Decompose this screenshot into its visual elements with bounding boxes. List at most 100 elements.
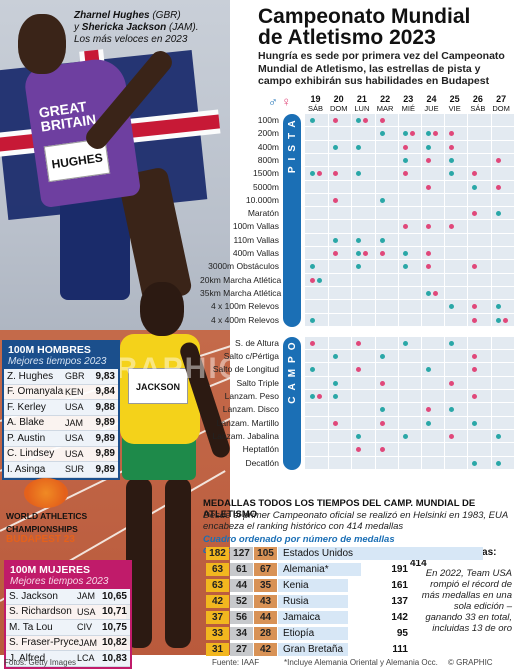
event-label: 100m Vallas xyxy=(232,221,279,232)
caption-country-1: (GBR) xyxy=(149,10,181,21)
men-event-dot xyxy=(333,380,339,386)
athlete-time: 9,89 xyxy=(95,463,115,475)
athlete-time: 10,83 xyxy=(101,652,127,664)
event-label: 4 x 400m Relevos xyxy=(210,314,279,325)
grid-column-line xyxy=(374,336,376,470)
ranking-row: S. Richardson USA 10,71 xyxy=(6,605,130,620)
grid-row-line xyxy=(305,468,514,470)
title-line-2: de Atletismo 2023 xyxy=(258,26,436,49)
men-event-dot xyxy=(495,433,501,439)
ranking-row: S. Fraser-Pryce JAM 10,82 xyxy=(6,636,130,651)
silver-count: 56 xyxy=(230,611,253,624)
women-event-dot xyxy=(333,197,339,203)
ranking-row: Z. Hughes GBR 9,83 xyxy=(4,369,118,385)
day-number: 19 xyxy=(310,94,321,104)
men-event-dot xyxy=(310,171,315,177)
men-event-dot xyxy=(472,420,478,426)
day-number: 26 xyxy=(472,94,483,104)
women-event-dot xyxy=(317,394,322,399)
silver-count: 52 xyxy=(230,595,253,608)
men-event-dot xyxy=(402,264,408,270)
intro-text: Hungría es sede por primera vez del Camp… xyxy=(258,50,505,87)
medal-row: 31 27 42 Gran Bretaña 111 xyxy=(206,642,408,657)
grid-column-line xyxy=(421,114,422,327)
grid-row-line xyxy=(305,246,514,247)
championship-logo: WORLD ATHLETICS CHAMPIONSHIPS BUDAPEST 2… xyxy=(6,478,116,545)
country-total: 95 xyxy=(396,628,408,639)
grid-row-line xyxy=(305,415,514,417)
event-label: 4 x 100m Relevos xyxy=(210,301,279,312)
women-event-dot xyxy=(472,171,478,177)
athlete-country: JAM xyxy=(65,417,83,428)
day-header: 26 SÁB xyxy=(467,94,488,114)
men-event-dot xyxy=(356,237,362,243)
athlete-time: 10,82 xyxy=(101,637,127,649)
women-event-dot xyxy=(379,380,385,386)
day-header: 25 VIE xyxy=(444,94,465,114)
silver-count: 61 xyxy=(230,563,253,576)
men-event-dot xyxy=(317,277,322,283)
grid-column-line xyxy=(374,114,376,327)
athlete-name: J. Alfred xyxy=(9,652,46,664)
women-event-dot xyxy=(402,144,408,150)
logo-line-3: BUDAPEST 23 xyxy=(6,534,116,545)
women-event-dot xyxy=(363,251,369,256)
event-label: 3000m Obstáculos xyxy=(208,261,279,272)
country-bar: Jamaica xyxy=(278,611,348,624)
caption-line-3: Los más veloces en 2023 xyxy=(74,34,188,45)
event-label: 400m Vallas xyxy=(232,248,279,258)
men-event-dot xyxy=(333,354,339,360)
footer-photos: Fotos: Getty Images xyxy=(4,658,77,667)
day-of-week: MAR xyxy=(376,104,394,113)
grid-row-line xyxy=(305,126,514,128)
grid-row-line xyxy=(305,259,514,261)
men-box-subtitle: Mejores tiempos 2023 xyxy=(4,356,118,369)
athlete-time: 9,89 xyxy=(95,432,115,444)
grid-row-line xyxy=(305,219,514,221)
grid-column-line xyxy=(351,114,353,327)
event-label: Decatlón xyxy=(245,457,279,468)
day-of-week: MIÉ xyxy=(401,104,415,113)
country-total: 137 xyxy=(391,596,408,607)
athlete-country: JAM xyxy=(77,591,95,602)
event-label: Salto c/Pértiga xyxy=(223,351,279,362)
silver-count: 127 xyxy=(230,547,253,560)
event-label: S. de Altura xyxy=(235,337,279,348)
field-label-bar-text: CAMPO xyxy=(286,336,298,405)
runner-logo-icon xyxy=(24,478,68,508)
athlete-country: USA xyxy=(77,606,96,617)
women-event-dot xyxy=(409,131,415,137)
track-label-bar-text: PISTA xyxy=(286,114,298,173)
men-event-dot xyxy=(449,340,455,346)
event-label: 35km Marcha Atlética xyxy=(200,287,282,298)
track-label-bar: PISTA xyxy=(283,114,301,327)
women-event-dot xyxy=(379,251,385,256)
men-event-dot xyxy=(379,131,385,137)
athlete-name: A. Blake xyxy=(7,417,45,429)
men-100m-ranking: 100M HOMBRES Mejores tiempos 2023 Z. Hug… xyxy=(2,340,120,480)
men-event-dot xyxy=(472,460,478,466)
day-of-week: VIE xyxy=(448,104,461,113)
grid-row-line xyxy=(305,428,514,430)
grid-row-line xyxy=(305,455,514,457)
men-event-dot xyxy=(449,157,455,163)
women-event-dot xyxy=(449,433,455,439)
gold-count: 63 xyxy=(206,579,229,592)
grid-row-line xyxy=(305,139,514,141)
country-bar: Etiopía xyxy=(278,627,348,640)
grid-row-line xyxy=(305,272,514,274)
men-event-dot xyxy=(310,367,315,373)
women-event-dot xyxy=(472,304,478,310)
bronze-count: 105 xyxy=(254,547,277,560)
women-event-dot xyxy=(317,171,322,177)
silver-count: 27 xyxy=(230,643,253,656)
event-label: Lanzam. Disco xyxy=(222,404,279,415)
day-header: 27 DOM xyxy=(491,94,512,114)
athlete-time: 9,89 xyxy=(95,448,115,460)
country-bar: Estados Unidos xyxy=(278,547,483,560)
caption-joiner: y xyxy=(74,22,82,33)
schedule-grid xyxy=(305,114,514,327)
logo-line-1: WORLD ATHLETICS xyxy=(6,511,88,521)
day-of-week: JUE xyxy=(424,104,439,113)
